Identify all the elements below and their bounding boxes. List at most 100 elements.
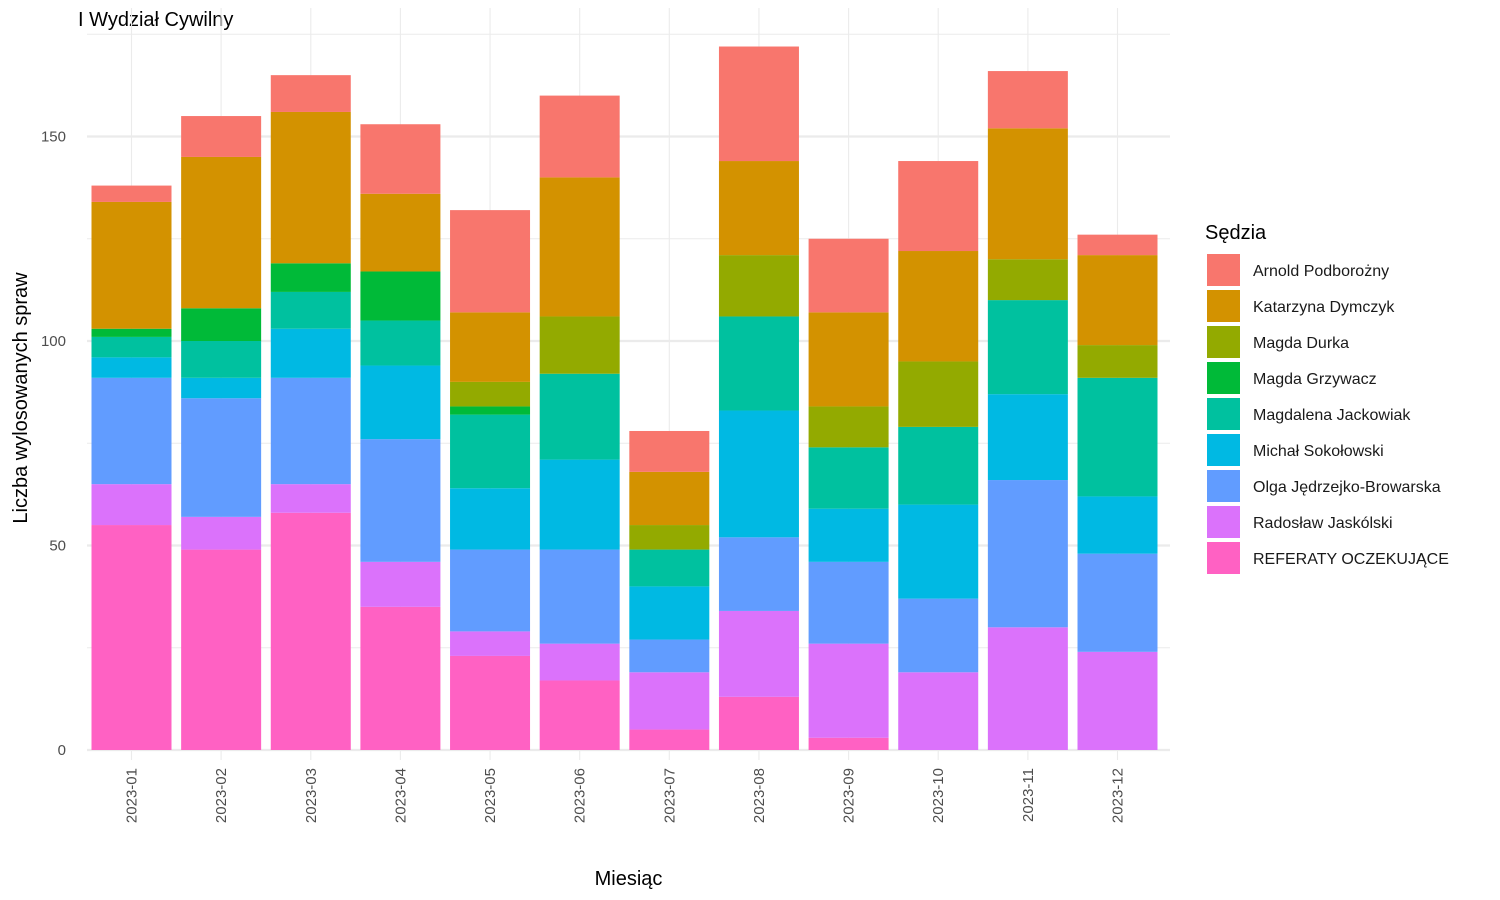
bar-segment — [270, 111, 351, 264]
x-tick-label: 2023-06 — [572, 768, 589, 823]
bar-segment — [1077, 496, 1158, 554]
bar-segment — [181, 116, 262, 157]
bar-segment — [360, 561, 441, 607]
bar-segment — [181, 398, 262, 517]
bar-segment — [450, 631, 531, 656]
legend-label: Olga Jędrzejko-Browarska — [1253, 479, 1441, 496]
bar-segment — [450, 488, 531, 550]
bar-segment — [808, 238, 889, 313]
bar-segment — [718, 610, 799, 697]
bar-segment — [898, 598, 979, 673]
bar-segment — [270, 512, 351, 750]
x-tick-label: 2023-05 — [482, 768, 499, 823]
bar-segment — [539, 459, 620, 550]
bar-segment — [539, 177, 620, 317]
legend-label: Magda Grzywacz — [1253, 371, 1377, 388]
bar-segment — [360, 271, 441, 321]
bar-segment — [539, 95, 620, 178]
bar-segment — [91, 336, 172, 358]
bar-segment — [270, 263, 351, 292]
bar-segment — [718, 46, 799, 162]
bar-segment — [450, 655, 531, 750]
bar-segment — [898, 426, 979, 505]
x-tick-label: 2023-04 — [392, 768, 409, 823]
legend-label: Arnold Podborożny — [1253, 263, 1389, 280]
legend-label: Katarzyna Dymczyk — [1253, 299, 1395, 316]
x-tick-label: 2023-07 — [661, 768, 678, 823]
legend-title: Sędzia — [1205, 222, 1267, 244]
x-tick-label: 2023-11 — [1020, 768, 1037, 822]
bar-segment — [808, 561, 889, 644]
bar-segment — [987, 627, 1068, 750]
legend: Sędzia Arnold Podborożny Katarzyna Dymczy… — [1205, 222, 1449, 574]
bar-segment — [1077, 651, 1158, 750]
bar-segment — [987, 394, 1068, 481]
y-axis-ticks: 0 50 100 150 — [41, 129, 66, 760]
y-tick-label: 150 — [41, 129, 66, 146]
chart-title: I Wydział Cywilny — [78, 9, 233, 31]
bar-segment — [1077, 345, 1158, 378]
bar-segment — [629, 639, 710, 673]
bar-segment — [91, 201, 172, 329]
legend-swatch — [1207, 290, 1240, 322]
y-axis-title: Liczba wylosowanych spraw — [10, 272, 32, 524]
bar-segment — [808, 737, 889, 750]
bar-segment — [360, 124, 441, 194]
bar-segment — [91, 377, 172, 485]
bar-segment — [898, 672, 979, 750]
bar-segment — [1077, 255, 1158, 346]
legend-swatch — [1207, 434, 1240, 466]
y-tick-label: 0 — [58, 742, 66, 759]
bar-segment — [1077, 234, 1158, 256]
bar-segment — [181, 516, 262, 550]
bar-segment — [629, 549, 710, 587]
bar-segment — [718, 161, 799, 256]
x-axis-title: Miesiąc — [595, 868, 663, 890]
bar-segment — [629, 525, 710, 550]
y-tick-label: 100 — [41, 333, 66, 350]
bar-segment — [987, 300, 1068, 395]
bar-segment — [808, 406, 889, 448]
bar-segment — [91, 525, 172, 750]
bar-segment — [629, 586, 710, 640]
x-tick-label: 2023-08 — [751, 768, 768, 823]
bar-segment — [629, 729, 710, 750]
bar-segment — [270, 377, 351, 485]
bar-segment — [718, 410, 799, 538]
bar-segment — [1077, 553, 1158, 652]
bar-segment — [898, 361, 979, 427]
bar-segment — [450, 414, 531, 489]
bar-segment — [539, 316, 620, 374]
bar-segment — [360, 365, 441, 440]
x-tick-label: 2023-09 — [841, 768, 858, 823]
bar-segment — [270, 484, 351, 513]
bar-segment — [718, 316, 799, 411]
bar-segment — [450, 406, 531, 415]
legend-label: Magdalena Jackowiak — [1253, 407, 1411, 424]
bar-segment — [987, 128, 1068, 260]
bar-segment — [450, 210, 531, 313]
bar-segment — [629, 672, 710, 730]
x-tick-label: 2023-10 — [930, 768, 947, 823]
bar-segment — [898, 161, 979, 252]
legend-label: Michał Sokołowski — [1253, 443, 1384, 460]
bar-segment — [91, 328, 172, 337]
bar-segment — [181, 377, 262, 399]
bar-segment — [270, 328, 351, 378]
bar-segment — [360, 439, 441, 562]
legend-swatch — [1207, 470, 1240, 502]
bar-segment — [450, 381, 531, 407]
x-tick-label: 2023-12 — [1110, 768, 1127, 823]
bar-segment — [270, 291, 351, 329]
legend-swatch — [1207, 362, 1240, 394]
bar-segment — [808, 643, 889, 738]
bar-segment — [450, 312, 531, 382]
bar-segment — [181, 341, 262, 378]
bar-segment — [360, 193, 441, 272]
bar-segment — [808, 312, 889, 407]
bar-segment — [360, 320, 441, 366]
bar-segment — [629, 430, 710, 472]
bar-segment — [91, 185, 172, 202]
bar-segment — [987, 480, 1068, 628]
